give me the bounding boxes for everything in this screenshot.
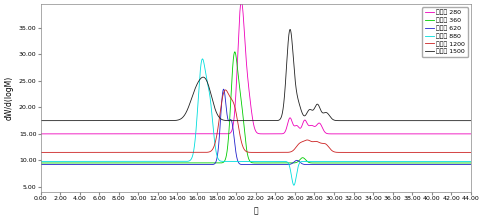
분자량 880 xyxy=(357,160,363,163)
분자량 880 xyxy=(199,58,205,60)
분자량 360 xyxy=(292,161,298,164)
분자량 280 xyxy=(357,133,363,135)
Line: 분자량 1200: 분자량 1200 xyxy=(41,90,471,152)
Line: 분자량 880: 분자량 880 xyxy=(41,59,471,185)
분자량 360 xyxy=(380,162,386,164)
Line: 분자량 360: 분자량 360 xyxy=(41,52,471,163)
분자량 1200 xyxy=(380,151,386,154)
분자량 1500 xyxy=(38,119,44,122)
분자량 1200 xyxy=(59,151,65,154)
분자량 620 xyxy=(59,163,65,166)
분자량 1200 xyxy=(357,151,363,154)
분자량 880 xyxy=(311,160,317,163)
분자량 280 xyxy=(38,133,44,135)
분자량 280 xyxy=(311,125,317,128)
Line: 분자량 620: 분자량 620 xyxy=(41,89,471,165)
Line: 분자량 1500: 분자량 1500 xyxy=(41,29,471,121)
분자량 880 xyxy=(292,180,298,183)
분자량 620 xyxy=(292,160,298,162)
Legend: 분자량 280, 분자량 360, 분자량 620, 분자량 880, 분자량 1200, 분자량 1500: 분자량 280, 분자량 360, 분자량 620, 분자량 880, 분자량 … xyxy=(422,7,468,57)
분자량 1200 xyxy=(194,151,199,154)
분자량 880 xyxy=(291,184,297,187)
Y-axis label: dW/d(logM): dW/d(logM) xyxy=(4,76,13,120)
분자량 280 xyxy=(468,133,474,135)
분자량 620 xyxy=(38,163,44,166)
분자량 1500 xyxy=(194,84,199,87)
분자량 280 xyxy=(292,125,298,127)
분자량 620 xyxy=(311,163,317,166)
분자량 880 xyxy=(38,160,44,163)
분자량 620 xyxy=(194,163,199,166)
분자량 360 xyxy=(59,162,65,164)
분자량 1200 xyxy=(223,89,228,91)
분자량 880 xyxy=(468,160,474,163)
분자량 1200 xyxy=(311,140,317,143)
분자량 1500 xyxy=(357,119,363,122)
Line: 분자량 280: 분자량 280 xyxy=(41,1,471,134)
분자량 1500 xyxy=(311,108,317,110)
분자량 280 xyxy=(59,133,65,135)
분자량 1500 xyxy=(468,119,474,122)
X-axis label: 분: 분 xyxy=(254,207,258,216)
분자량 1200 xyxy=(38,151,44,154)
분자량 360 xyxy=(357,162,363,164)
분자량 360 xyxy=(38,162,44,164)
분자량 620 xyxy=(468,163,474,166)
분자량 360 xyxy=(232,51,238,53)
분자량 1500 xyxy=(287,28,293,31)
분자량 1500 xyxy=(380,119,386,122)
분자량 360 xyxy=(311,162,317,164)
분자량 880 xyxy=(59,160,65,163)
분자량 1500 xyxy=(292,80,298,82)
분자량 620 xyxy=(357,163,363,166)
분자량 360 xyxy=(468,162,474,164)
분자량 620 xyxy=(380,163,386,166)
분자량 880 xyxy=(380,160,386,163)
분자량 620 xyxy=(221,88,227,90)
분자량 1200 xyxy=(292,147,298,150)
분자량 280 xyxy=(239,0,244,3)
분자량 1200 xyxy=(468,151,474,154)
분자량 280 xyxy=(194,133,199,135)
분자량 1500 xyxy=(59,119,65,122)
분자량 880 xyxy=(194,125,199,127)
분자량 360 xyxy=(194,162,199,164)
분자량 280 xyxy=(380,133,386,135)
